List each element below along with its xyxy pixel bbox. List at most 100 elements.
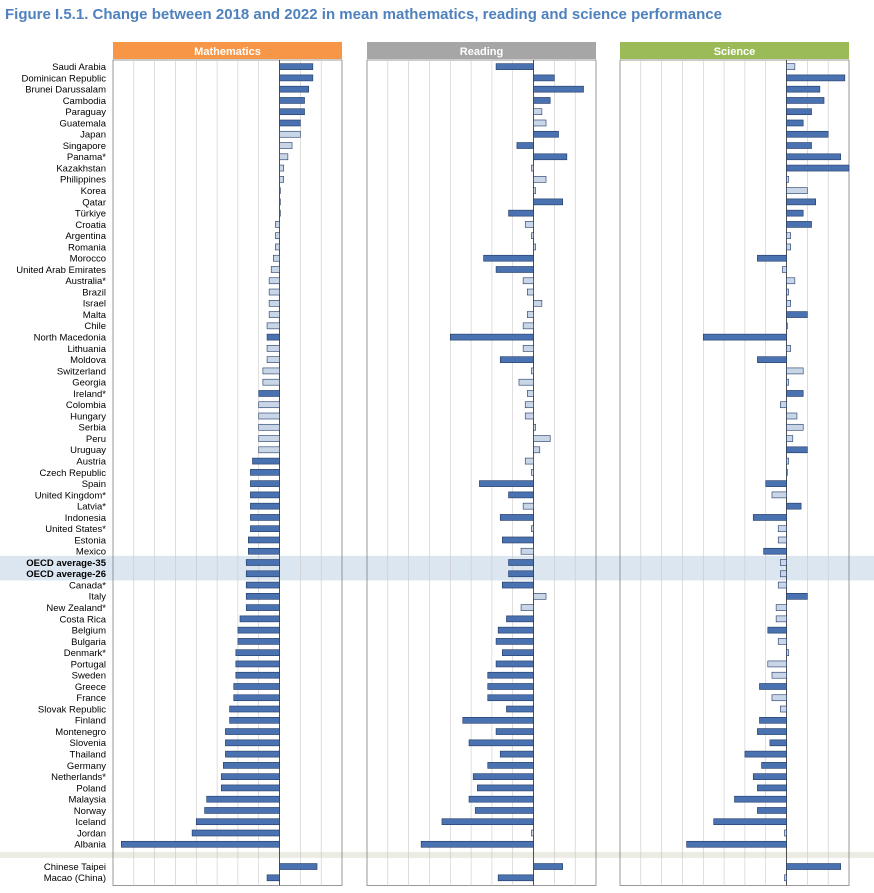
bar-reading <box>474 807 534 814</box>
country-label: Serbia <box>79 423 107 434</box>
country-label: Morocco <box>70 254 106 265</box>
bar-math <box>248 536 280 544</box>
country-label: Belgium <box>72 626 106 637</box>
bar-math <box>245 559 280 566</box>
bar-science <box>777 536 787 544</box>
country-label: Jordan <box>77 828 106 839</box>
bar-science <box>744 750 787 758</box>
bar-reading <box>531 367 534 375</box>
bar-math <box>248 547 280 555</box>
bar-reading <box>449 333 534 341</box>
country-label: Italy <box>89 592 107 603</box>
bar-math <box>250 480 280 487</box>
bar-reading <box>506 705 534 713</box>
bar-science <box>765 480 787 487</box>
bar-science <box>786 187 808 194</box>
bar-math <box>279 198 281 206</box>
bar-science <box>786 390 804 397</box>
bar-reading <box>533 130 559 138</box>
bar-math <box>279 74 314 82</box>
bar-math <box>279 97 305 104</box>
bar-reading <box>487 683 534 690</box>
bar-reading <box>468 795 534 803</box>
country-label: United Kingdom* <box>35 490 107 501</box>
bar-reading <box>531 164 534 172</box>
panel-header-math <box>113 42 342 59</box>
country-label: Costa Rica <box>60 614 107 625</box>
bar-science <box>786 108 812 116</box>
bar-reading <box>495 728 534 735</box>
bar-reading <box>502 536 534 544</box>
bar-math <box>272 254 280 262</box>
panel-header-label: Mathematics <box>194 46 261 58</box>
country-label: Denmark* <box>64 648 107 659</box>
bar-science <box>713 818 787 826</box>
bar-science <box>757 356 787 363</box>
bar-math <box>258 401 280 409</box>
bar-math <box>250 514 280 521</box>
bar-science <box>786 130 829 138</box>
country-label: Lithuania <box>67 344 106 355</box>
plot-frame <box>112 59 343 886</box>
bar-reading <box>533 863 563 870</box>
country-label: Bulgaria <box>71 637 107 648</box>
bar-science <box>757 728 787 735</box>
bar-science <box>752 514 787 521</box>
bar-math <box>279 863 318 870</box>
bar-science <box>771 694 787 702</box>
country-label: Brazil <box>82 287 106 298</box>
bar-math <box>245 581 280 589</box>
bar-math <box>206 795 280 803</box>
bar-science <box>734 795 787 803</box>
bar-math <box>275 221 280 228</box>
country-label: Latvia* <box>77 502 106 513</box>
bar-science <box>786 423 804 431</box>
bar-math <box>204 807 280 814</box>
country-label: Germany <box>67 761 106 772</box>
bar-reading <box>531 232 534 239</box>
bar-science <box>786 142 812 149</box>
bar-math <box>266 333 280 341</box>
bar-math <box>229 705 280 713</box>
bar-science <box>752 773 787 780</box>
bar-science <box>786 209 804 217</box>
bar-math <box>191 829 280 837</box>
bar-math <box>237 638 280 645</box>
bar-reading <box>520 604 534 611</box>
bar-reading <box>533 108 543 116</box>
bar-reading <box>533 176 547 183</box>
bar-reading <box>495 638 534 645</box>
country-label: Guatemala <box>60 118 107 129</box>
bar-science <box>786 119 804 127</box>
country-label: Estonia <box>74 535 106 546</box>
bar-reading <box>472 773 534 780</box>
country-label: OECD average-35 <box>26 558 106 569</box>
country-label: Switzerland <box>57 366 106 377</box>
bar-reading <box>522 322 534 330</box>
country-label: Poland <box>76 783 106 794</box>
bar-math <box>225 728 280 735</box>
bar-reading <box>479 480 534 487</box>
bar-reading <box>533 97 551 104</box>
bar-reading <box>499 750 534 758</box>
panel-science: Science <box>619 42 850 886</box>
bar-science <box>686 840 787 848</box>
bar-science <box>786 469 788 476</box>
country-label: Czech Republic <box>39 468 106 479</box>
country-label: Colombia <box>66 400 107 411</box>
bar-science <box>769 739 787 747</box>
bar-science <box>786 322 788 330</box>
bar-math <box>225 739 280 747</box>
country-label: Türkiye <box>75 209 106 220</box>
bar-science <box>782 266 787 273</box>
country-label: Romania <box>68 242 107 253</box>
bar-reading <box>487 671 534 679</box>
panel-reading: Reading <box>366 42 597 886</box>
country-label: North Macedonia <box>34 333 107 344</box>
bar-reading <box>508 491 534 499</box>
bar-math <box>250 502 280 510</box>
bar-math <box>279 176 285 183</box>
bar-science <box>759 683 787 690</box>
country-label: France <box>76 693 106 704</box>
bar-math <box>266 322 280 330</box>
